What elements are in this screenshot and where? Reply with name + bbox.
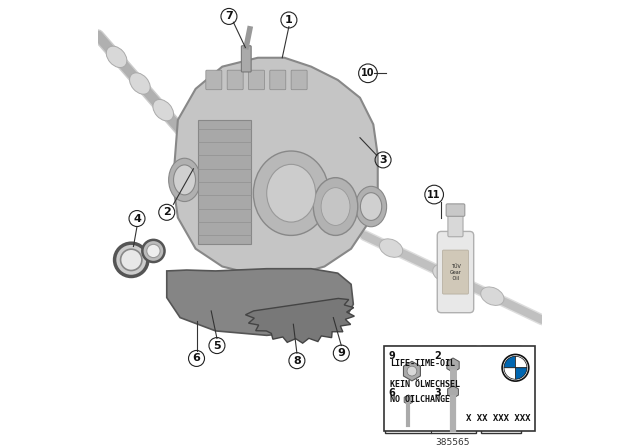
Ellipse shape	[360, 193, 381, 220]
Ellipse shape	[356, 186, 387, 227]
Text: 3: 3	[435, 388, 441, 397]
Polygon shape	[246, 298, 355, 343]
Text: 8: 8	[293, 356, 301, 366]
Text: KEIN ÖLWECHSEL: KEIN ÖLWECHSEL	[390, 380, 460, 389]
Polygon shape	[173, 58, 378, 276]
FancyBboxPatch shape	[270, 70, 286, 90]
Text: 9: 9	[337, 348, 345, 358]
Ellipse shape	[173, 165, 196, 195]
FancyBboxPatch shape	[248, 70, 264, 90]
Text: 10: 10	[361, 68, 375, 78]
Text: 2: 2	[163, 207, 171, 217]
Wedge shape	[504, 368, 515, 379]
FancyBboxPatch shape	[446, 204, 465, 216]
Wedge shape	[515, 368, 527, 379]
Ellipse shape	[169, 158, 200, 202]
Ellipse shape	[321, 188, 350, 225]
Text: 4: 4	[133, 214, 141, 224]
FancyBboxPatch shape	[481, 346, 521, 433]
FancyBboxPatch shape	[448, 213, 463, 237]
Text: 6: 6	[389, 388, 396, 397]
Text: 9: 9	[389, 351, 396, 361]
FancyBboxPatch shape	[385, 346, 536, 431]
Text: 6: 6	[193, 353, 200, 363]
Text: 7: 7	[225, 12, 233, 22]
FancyBboxPatch shape	[443, 250, 468, 294]
FancyBboxPatch shape	[385, 346, 476, 433]
Ellipse shape	[129, 73, 150, 94]
Ellipse shape	[380, 239, 403, 257]
Text: TÜV
Gear
 Oil: TÜV Gear Oil	[449, 264, 461, 280]
Wedge shape	[515, 356, 527, 368]
Polygon shape	[167, 269, 353, 336]
Text: 2: 2	[435, 351, 441, 361]
FancyBboxPatch shape	[227, 70, 243, 90]
FancyBboxPatch shape	[241, 46, 251, 72]
FancyBboxPatch shape	[437, 232, 474, 313]
FancyBboxPatch shape	[206, 70, 222, 90]
Text: 3: 3	[380, 155, 387, 165]
Wedge shape	[504, 356, 515, 368]
Ellipse shape	[267, 164, 316, 222]
Text: X XX XXX XXX: X XX XXX XXX	[467, 414, 531, 423]
Text: 1: 1	[285, 15, 292, 25]
Ellipse shape	[253, 151, 329, 235]
Text: 385565: 385565	[436, 438, 470, 447]
FancyBboxPatch shape	[291, 70, 307, 90]
Text: NO OILCHANGE: NO OILCHANGE	[390, 395, 450, 404]
Text: 5: 5	[213, 340, 221, 351]
Ellipse shape	[106, 46, 127, 68]
Ellipse shape	[314, 178, 358, 235]
Ellipse shape	[115, 243, 148, 276]
Ellipse shape	[142, 240, 164, 262]
Text: 11: 11	[428, 190, 441, 199]
Ellipse shape	[481, 287, 504, 306]
Circle shape	[407, 366, 417, 376]
Ellipse shape	[147, 244, 160, 258]
Ellipse shape	[433, 264, 456, 283]
Polygon shape	[198, 120, 251, 244]
Ellipse shape	[153, 99, 173, 121]
Ellipse shape	[120, 249, 142, 271]
Text: LIFE-TIME-OIL: LIFE-TIME-OIL	[390, 359, 455, 368]
